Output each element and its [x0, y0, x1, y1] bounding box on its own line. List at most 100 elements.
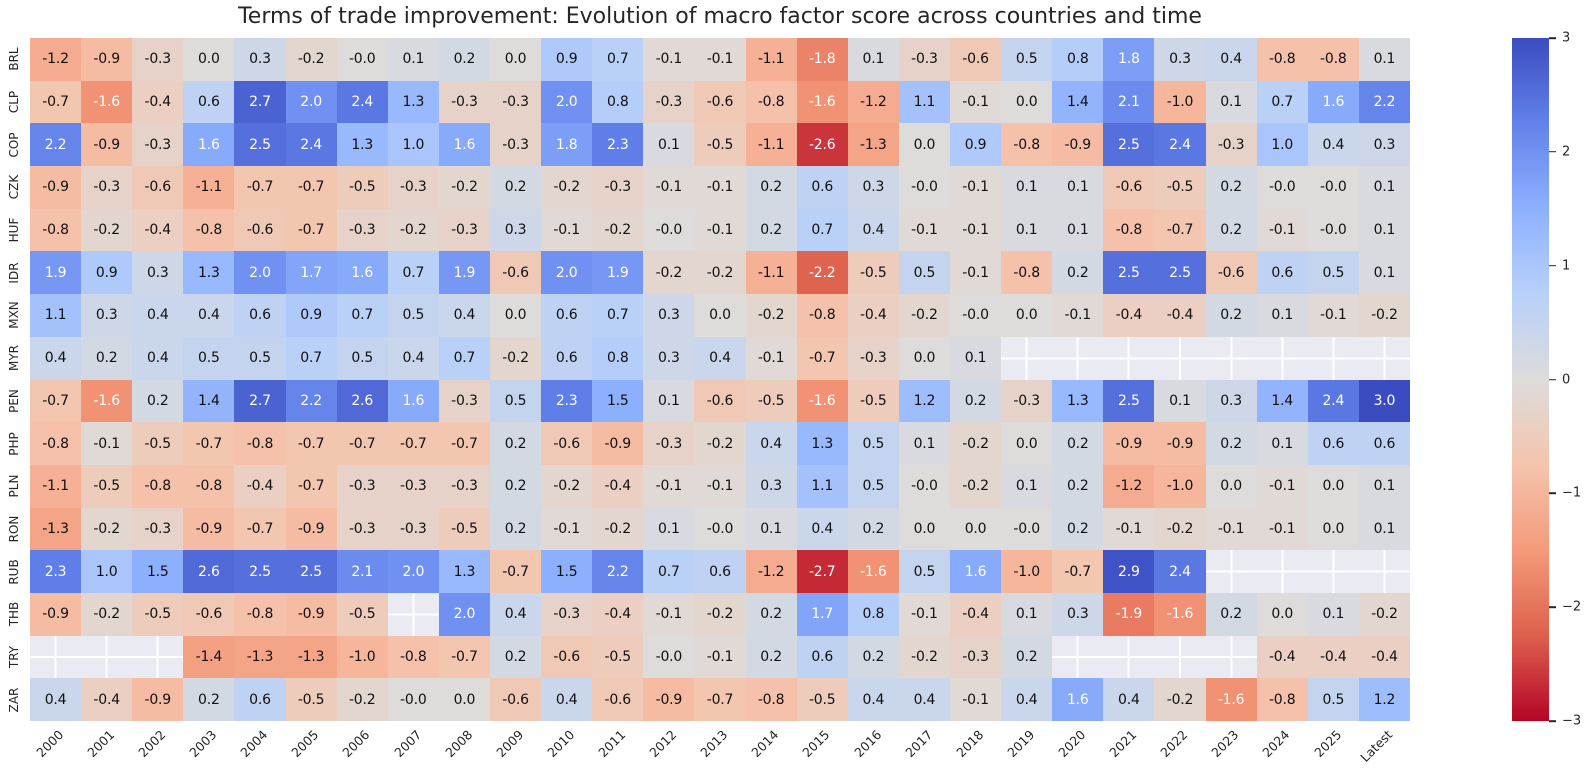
heatmap-cell: 1.6: [949, 550, 1002, 593]
heatmap-cell: 1.9: [30, 251, 82, 295]
heatmap-cell: 0.6: [796, 166, 848, 209]
heatmap-cell: -0.2: [643, 251, 695, 295]
heatmap-cell: -0.8: [745, 80, 797, 124]
heatmap-cell: -0.6: [234, 208, 286, 252]
heatmap-cell: [1256, 336, 1308, 380]
heatmap-cell: -0.8: [387, 635, 439, 679]
heatmap-cell: -0.0: [336, 38, 388, 81]
heatmap-cell: -0.8: [1307, 38, 1359, 81]
heatmap-cell: 0.3: [81, 294, 133, 337]
heatmap-cell: -0.7: [183, 422, 235, 465]
heatmap-cell: [30, 635, 82, 679]
x-axis-tick-label: 2024: [1259, 727, 1293, 761]
heatmap-cell: 0.4: [132, 336, 184, 380]
heatmap-cell: 1.6: [183, 123, 235, 167]
heatmap-cell: -0.8: [796, 294, 848, 337]
heatmap-cell: 0.7: [796, 208, 848, 252]
heatmap-cell: 0.1: [1001, 592, 1053, 636]
heatmap-cell: -2.2: [796, 251, 848, 295]
heatmap-cell: 0.1: [1358, 208, 1410, 252]
heatmap-cell: -0.3: [949, 635, 1002, 679]
heatmap-cell: -1.2: [1103, 464, 1155, 508]
heatmap-cell: 0.2: [745, 208, 797, 252]
heatmap-cell: 2.5: [234, 123, 286, 167]
heatmap-cell: -1.6: [796, 80, 848, 124]
heatmap-cell: -0.4: [81, 678, 133, 721]
heatmap-cell: -0.8: [183, 464, 235, 508]
heatmap-cell: 0.2: [1052, 464, 1104, 508]
heatmap-cell: -0.2: [1358, 294, 1410, 337]
heatmap-cell: -1.4: [183, 635, 235, 679]
heatmap-cell: -0.9: [81, 123, 133, 167]
x-axis-tick-label: 2021: [1106, 727, 1140, 761]
heatmap-cell: -0.0: [898, 464, 950, 508]
heatmap-cell: 2.4: [1154, 550, 1206, 593]
heatmap-cell: 0.4: [694, 336, 746, 380]
heatmap-cell: 0.8: [592, 80, 644, 124]
heatmap-cell: -0.3: [489, 123, 542, 167]
heatmap-cell: 0.4: [1001, 678, 1053, 721]
heatmap-cell: 1.1: [898, 80, 950, 124]
heatmap-cell: -0.8: [1001, 123, 1053, 167]
heatmap-cell: -0.1: [694, 166, 746, 209]
heatmap-cell: 2.0: [541, 80, 593, 124]
heatmap-cell: -0.7: [234, 507, 286, 551]
heatmap-cell: 0.2: [1052, 251, 1104, 295]
heatmap-cell: 1.6: [1052, 678, 1104, 721]
heatmap-cell: -0.6: [489, 678, 542, 721]
heatmap-cell: [1154, 336, 1206, 380]
heatmap-cell: -1.0: [1154, 464, 1206, 508]
heatmap-cell: -0.1: [898, 208, 950, 252]
heatmap-cell: 0.0: [898, 336, 950, 380]
heatmap-cell: 0.8: [1052, 38, 1104, 81]
heatmap-cell: -1.6: [796, 379, 848, 423]
chart-title: Terms of trade improvement: Evolution of…: [238, 4, 1202, 29]
heatmap-cell: 1.6: [438, 123, 490, 167]
heatmap-cell: 0.0: [1307, 464, 1359, 508]
heatmap-cell: -0.7: [694, 678, 746, 721]
heatmap-cell: -0.2: [387, 208, 439, 252]
heatmap-cell: -0.4: [592, 464, 644, 508]
heatmap-cell: -0.2: [81, 208, 133, 252]
heatmap-cell: -0.9: [132, 678, 184, 721]
heatmap-cell: 1.0: [81, 550, 133, 593]
heatmap-cell: -0.2: [541, 464, 593, 508]
heatmap-cell: [1205, 635, 1257, 679]
heatmap-cell: 0.6: [1307, 422, 1359, 465]
heatmap-cell: -0.1: [694, 208, 746, 252]
x-axis-tick-label: 2003: [186, 727, 220, 761]
heatmap-cell: -1.3: [847, 123, 899, 167]
heatmap-cell: [1358, 550, 1410, 593]
heatmap-cell: 0.1: [1358, 166, 1410, 209]
heatmap-cell: 1.4: [1052, 80, 1104, 124]
heatmap-cell: 0.0: [898, 123, 950, 167]
heatmap-cell: -0.1: [898, 592, 950, 636]
heatmap-cell: -0.5: [847, 379, 899, 423]
heatmap-cell: -0.7: [30, 80, 82, 124]
heatmap-cell: -0.7: [336, 422, 388, 465]
heatmap-cell: 0.1: [1256, 422, 1308, 465]
heatmap-cell: -0.9: [285, 507, 337, 551]
heatmap-cell: 1.8: [1103, 38, 1155, 81]
heatmap-cell: -0.3: [336, 507, 388, 551]
heatmap-cell: 0.5: [234, 336, 286, 380]
heatmap-cell: 0.2: [132, 379, 184, 423]
heatmap-cell: -0.3: [1001, 379, 1053, 423]
x-axis-tick-label: 2015: [799, 727, 833, 761]
heatmap-cell: 2.5: [1103, 251, 1155, 295]
heatmap-cell: 1.0: [1256, 123, 1308, 167]
colorbar-tick-label: 3: [1562, 30, 1571, 46]
heatmap-cell: 0.1: [847, 38, 899, 81]
heatmap-cell: 1.3: [183, 251, 235, 295]
heatmap-cell: 0.6: [234, 294, 286, 337]
heatmap-cell: -0.3: [336, 464, 388, 508]
heatmap-cell: 0.2: [1052, 422, 1104, 465]
heatmap-cell: 2.5: [1103, 123, 1155, 167]
heatmap-cell: -0.1: [949, 208, 1002, 252]
heatmap-cell: 1.1: [30, 294, 82, 337]
heatmap-cell: -0.2: [1154, 678, 1206, 721]
heatmap-cell: -0.1: [1256, 507, 1308, 551]
heatmap-cell: 0.4: [745, 422, 797, 465]
heatmap-cell: 0.1: [745, 507, 797, 551]
